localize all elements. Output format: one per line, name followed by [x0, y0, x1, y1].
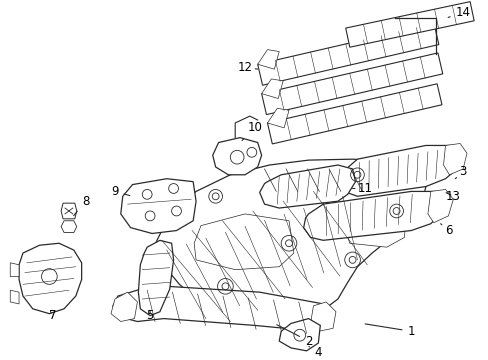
- Polygon shape: [345, 204, 406, 247]
- Polygon shape: [259, 165, 355, 208]
- Text: 5: 5: [146, 309, 154, 322]
- Text: 3: 3: [454, 165, 466, 179]
- Polygon shape: [443, 144, 466, 175]
- Text: 11: 11: [352, 182, 372, 195]
- Polygon shape: [267, 108, 288, 128]
- Polygon shape: [257, 23, 438, 85]
- Polygon shape: [261, 79, 283, 99]
- Polygon shape: [121, 179, 196, 234]
- Polygon shape: [61, 203, 77, 219]
- Polygon shape: [10, 290, 19, 304]
- Polygon shape: [61, 221, 77, 233]
- Polygon shape: [111, 292, 137, 321]
- Polygon shape: [138, 240, 173, 316]
- Polygon shape: [212, 138, 261, 175]
- Polygon shape: [155, 159, 425, 325]
- Polygon shape: [10, 263, 19, 276]
- Text: 8: 8: [74, 195, 89, 216]
- Polygon shape: [345, 2, 473, 47]
- Text: 2: 2: [276, 325, 312, 347]
- Text: 9: 9: [111, 185, 130, 198]
- Polygon shape: [257, 50, 279, 69]
- Polygon shape: [267, 84, 441, 144]
- Text: 14: 14: [447, 6, 469, 19]
- Polygon shape: [279, 319, 320, 351]
- Polygon shape: [194, 214, 293, 270]
- Polygon shape: [261, 53, 442, 114]
- Polygon shape: [427, 189, 452, 223]
- Polygon shape: [19, 243, 81, 314]
- Polygon shape: [303, 192, 445, 240]
- Text: 10: 10: [242, 121, 262, 140]
- Text: 6: 6: [440, 224, 451, 237]
- Polygon shape: [113, 286, 327, 331]
- Text: 7: 7: [48, 309, 56, 322]
- Polygon shape: [339, 145, 459, 196]
- Text: 12: 12: [237, 61, 257, 74]
- Polygon shape: [310, 302, 335, 331]
- Text: 4: 4: [308, 346, 322, 359]
- Text: 1: 1: [365, 324, 414, 338]
- Text: 13: 13: [445, 190, 460, 203]
